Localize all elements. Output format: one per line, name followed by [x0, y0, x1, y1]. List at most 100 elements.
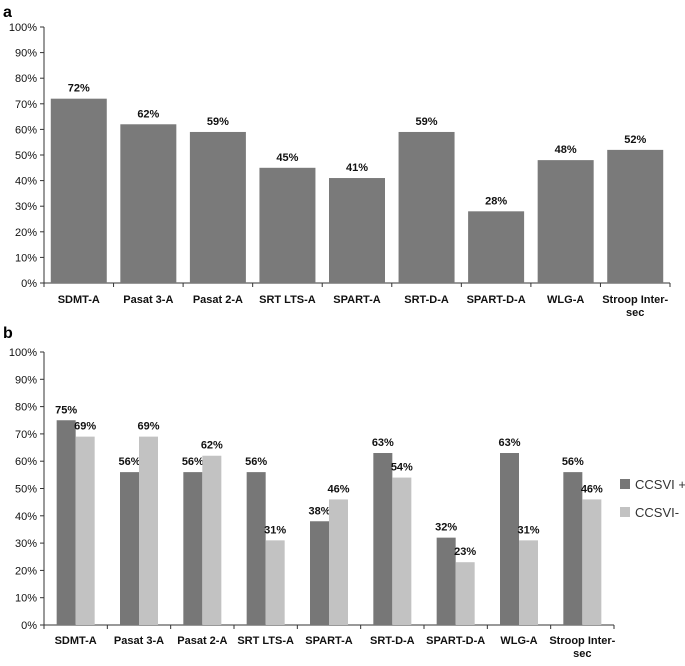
x-category-label: SPART-D-A	[426, 635, 485, 647]
x-category-label: SDMT-A	[55, 635, 97, 647]
chart-panel-b: b 0% 10% 20% 30% 40% 50% 60% 70% 80% 90% 100% SDMT-A…	[3, 325, 685, 660]
y-tick-label: 90%	[15, 48, 37, 60]
data-label: 41%	[346, 162, 368, 174]
panel-letter: a	[3, 4, 12, 21]
data-label: 46%	[581, 483, 603, 495]
panel-letter: b	[3, 325, 13, 342]
x-category-label: sec	[573, 648, 591, 660]
y-tick-label: 100%	[9, 22, 37, 34]
y-tick-label: 10%	[15, 593, 37, 605]
y-tick-label: 20%	[15, 565, 37, 577]
x-category-label: Pasat 2-A	[193, 294, 243, 306]
y-tick-label: 10%	[15, 252, 37, 264]
data-label: 52%	[624, 134, 646, 146]
x-category-label: Pasat 2-A	[177, 635, 227, 647]
data-label: 23%	[454, 546, 476, 558]
data-label: 38%	[308, 505, 330, 517]
legend: CCSVI + CCSVI-	[620, 477, 685, 520]
y-tick-label: 70%	[15, 429, 37, 441]
x-category-label: Stroop Inter-	[602, 294, 668, 306]
y-tick-label: 20%	[15, 227, 37, 239]
bar	[246, 472, 266, 625]
bar	[56, 420, 76, 625]
bar	[183, 472, 203, 625]
y-tick-label: 60%	[15, 124, 37, 136]
data-label: 59%	[207, 116, 229, 128]
x-category-label: SRT LTS-A	[259, 294, 316, 306]
x-category-label: Stroop Inter-	[549, 635, 615, 647]
bar	[537, 160, 594, 283]
data-label: 28%	[485, 195, 507, 207]
data-label: 31%	[517, 524, 539, 536]
y-tick-label: 100%	[9, 347, 37, 359]
x-category-label: SRT LTS-A	[237, 635, 294, 647]
bar	[50, 98, 107, 284]
bar	[139, 436, 158, 625]
data-label: 69%	[137, 421, 159, 433]
bar	[329, 499, 348, 625]
data-label: 56%	[118, 456, 140, 468]
data-label: 69%	[74, 421, 96, 433]
bar	[120, 472, 139, 625]
y-tick-label: 0%	[21, 620, 37, 632]
y-tick-label: 80%	[15, 73, 37, 85]
data-label: 63%	[498, 437, 520, 449]
x-category-label: SPART-A	[333, 294, 381, 306]
bar	[607, 149, 664, 283]
y-tick-label: 0%	[21, 278, 37, 290]
x-category-label: SDMT-A	[58, 294, 100, 306]
bar	[398, 131, 455, 283]
x-category-label: WLG-A	[547, 294, 584, 306]
bar	[455, 562, 475, 625]
data-label: 75%	[55, 404, 77, 416]
data-label: 32%	[435, 522, 457, 534]
bar	[468, 211, 525, 283]
data-label: 45%	[276, 152, 298, 164]
x-category-label: SRT-D-A	[370, 635, 415, 647]
bar	[310, 521, 329, 625]
data-label: 56%	[182, 456, 204, 468]
data-label: 72%	[68, 83, 90, 95]
bar	[75, 436, 95, 625]
bar	[259, 167, 316, 283]
legend-label: CCSVI-	[635, 505, 679, 520]
data-label: 46%	[327, 483, 349, 495]
bar	[582, 499, 602, 625]
y-tick-label: 30%	[15, 538, 37, 550]
data-label: 31%	[264, 524, 286, 536]
data-label: 54%	[391, 462, 413, 474]
x-category-label: Pasat 3-A	[114, 635, 164, 647]
data-label: 48%	[555, 144, 577, 156]
data-label: 56%	[245, 456, 267, 468]
y-tick-label: 40%	[15, 511, 37, 523]
bar	[436, 537, 456, 625]
bar	[392, 477, 412, 625]
legend-label: CCSVI +	[635, 477, 685, 492]
data-label: 62%	[201, 440, 223, 452]
legend-swatch	[620, 479, 630, 489]
x-category-label: WLG-A	[500, 635, 537, 647]
bar	[519, 540, 538, 625]
bar	[265, 540, 285, 625]
bar	[120, 124, 177, 283]
y-tick-label: 80%	[15, 402, 37, 414]
y-tick-label: 30%	[15, 201, 37, 213]
y-tick-label: 50%	[15, 150, 37, 162]
x-category-label: SRT-D-A	[404, 294, 449, 306]
data-label: 56%	[562, 456, 584, 468]
y-tick-label: 50%	[15, 484, 37, 496]
bar	[329, 178, 385, 283]
y-tick-label: 60%	[15, 456, 37, 468]
data-label: 62%	[137, 108, 159, 120]
y-tick-label: 90%	[15, 374, 37, 386]
bar	[563, 472, 583, 625]
data-label: 59%	[416, 116, 438, 128]
x-category-label: SPART-A	[305, 635, 353, 647]
data-label: 63%	[372, 437, 394, 449]
x-category-label: SPART-D-A	[467, 294, 526, 306]
y-tick-label: 70%	[15, 99, 37, 111]
bar	[202, 455, 222, 625]
x-category-label: Pasat 3-A	[123, 294, 173, 306]
chart-panel-a: a 0% 10% 20% 30% 40% 50% 60% 70% 80% 90% 100% SDMT-A…	[3, 4, 671, 319]
